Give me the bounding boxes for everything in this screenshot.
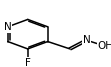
Text: F: F: [25, 58, 31, 67]
Text: N: N: [4, 22, 12, 32]
Text: N: N: [83, 35, 90, 45]
Text: OH: OH: [97, 41, 111, 51]
